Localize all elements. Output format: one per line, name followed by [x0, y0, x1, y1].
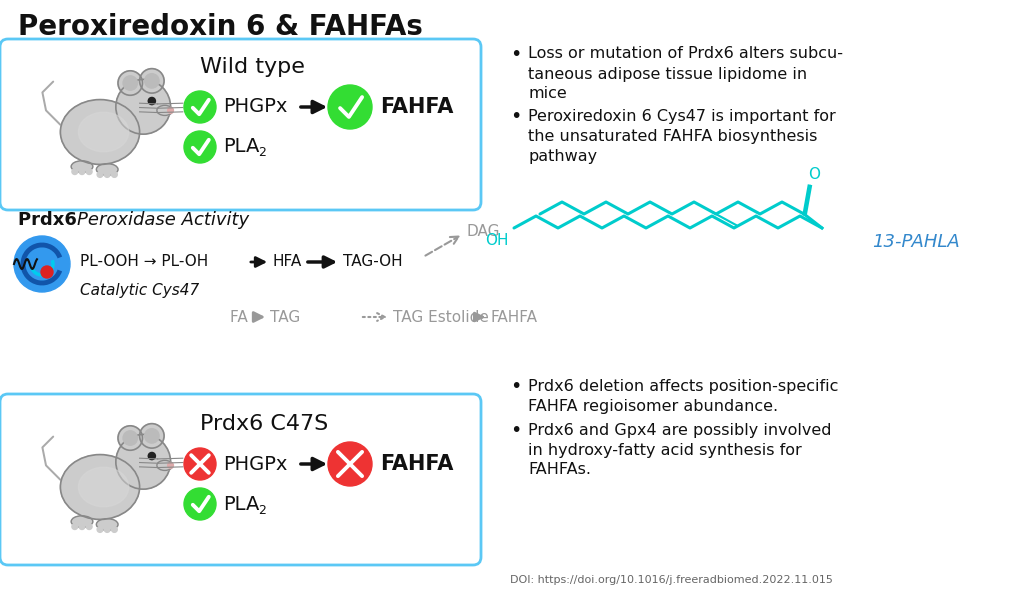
FancyBboxPatch shape [0, 39, 481, 210]
Circle shape [144, 429, 159, 443]
Text: TAG-OH: TAG-OH [343, 255, 402, 270]
Text: taneous adipose tissue lipidome in: taneous adipose tissue lipidome in [528, 66, 807, 81]
Text: HFA: HFA [272, 255, 301, 270]
Circle shape [184, 448, 216, 480]
Circle shape [79, 169, 85, 175]
Circle shape [328, 85, 372, 129]
Circle shape [184, 488, 216, 520]
Circle shape [184, 131, 216, 163]
Text: Wild type: Wild type [200, 57, 305, 77]
Circle shape [97, 172, 102, 178]
Circle shape [112, 527, 118, 532]
Text: Prdx6: Prdx6 [18, 211, 83, 229]
Circle shape [14, 236, 70, 292]
Ellipse shape [60, 99, 139, 164]
Text: 2: 2 [258, 503, 266, 517]
Text: •: • [510, 107, 521, 125]
Ellipse shape [157, 105, 173, 116]
Circle shape [112, 172, 118, 178]
Circle shape [72, 169, 78, 175]
Circle shape [116, 79, 171, 134]
Text: mice: mice [528, 87, 566, 102]
Text: Catalytic Cys47: Catalytic Cys47 [80, 282, 200, 297]
Ellipse shape [157, 461, 173, 470]
Text: in hydroxy-fatty acid synthesis for: in hydroxy-fatty acid synthesis for [528, 442, 802, 458]
Circle shape [148, 98, 156, 105]
Circle shape [168, 108, 173, 113]
Circle shape [144, 73, 159, 88]
Circle shape [41, 266, 53, 278]
Text: DAG: DAG [466, 225, 500, 240]
Ellipse shape [96, 519, 118, 530]
Circle shape [104, 172, 111, 178]
Text: DOI: https://doi.org/10.1016/j.freeradbiomed.2022.11.015: DOI: https://doi.org/10.1016/j.freeradbi… [510, 575, 833, 585]
Text: TAG Estolide: TAG Estolide [393, 309, 494, 324]
Circle shape [86, 169, 92, 175]
Circle shape [86, 524, 92, 530]
Ellipse shape [96, 164, 118, 175]
Text: FAHFA: FAHFA [490, 309, 537, 324]
Text: FA: FA [230, 309, 253, 324]
Text: FAHFA: FAHFA [380, 454, 454, 474]
Circle shape [123, 431, 137, 445]
Text: 2: 2 [258, 146, 266, 160]
Text: Peroxidase Activity: Peroxidase Activity [77, 211, 249, 229]
Text: pathway: pathway [528, 149, 597, 164]
Ellipse shape [72, 516, 93, 527]
Ellipse shape [79, 467, 129, 507]
Ellipse shape [72, 161, 93, 172]
Circle shape [184, 91, 216, 123]
Circle shape [118, 426, 142, 450]
Text: PLA: PLA [223, 137, 259, 157]
Text: FAHFA regioisomer abundance.: FAHFA regioisomer abundance. [528, 400, 778, 415]
Text: Peroxiredoxin 6 & FAHFAs: Peroxiredoxin 6 & FAHFAs [18, 13, 423, 41]
Text: Prdx6 deletion affects position-specific: Prdx6 deletion affects position-specific [528, 379, 839, 394]
Text: FAHFA: FAHFA [380, 97, 454, 117]
Text: FAHFAs.: FAHFAs. [528, 462, 591, 477]
Text: PLA: PLA [223, 494, 259, 514]
Text: PL-OOH → PL-OH: PL-OOH → PL-OH [80, 255, 208, 270]
Circle shape [139, 69, 164, 93]
Text: OH: OH [485, 233, 509, 248]
FancyBboxPatch shape [0, 394, 481, 565]
Circle shape [123, 76, 137, 90]
Text: •: • [510, 45, 521, 63]
Text: TAG: TAG [270, 309, 300, 324]
Circle shape [168, 462, 173, 468]
Ellipse shape [60, 455, 139, 520]
Text: •: • [510, 421, 521, 439]
Text: Prdx6 and Gpx4 are possibly involved: Prdx6 and Gpx4 are possibly involved [528, 423, 831, 438]
Circle shape [116, 435, 171, 489]
Ellipse shape [79, 112, 129, 152]
Text: Loss or mutation of Prdx6 alters subcu-: Loss or mutation of Prdx6 alters subcu- [528, 46, 843, 61]
Text: PHGPx: PHGPx [223, 98, 288, 117]
Circle shape [328, 442, 372, 486]
Circle shape [72, 524, 78, 530]
Circle shape [97, 527, 102, 532]
Text: Peroxiredoxin 6 Cys47 is important for: Peroxiredoxin 6 Cys47 is important for [528, 108, 836, 123]
Circle shape [148, 453, 156, 460]
Text: 13-PAHLA: 13-PAHLA [872, 233, 961, 251]
Circle shape [139, 424, 164, 448]
Circle shape [79, 524, 85, 530]
Text: PHGPx: PHGPx [223, 455, 288, 474]
Circle shape [104, 527, 111, 532]
Circle shape [118, 71, 142, 95]
Text: •: • [510, 377, 521, 397]
Text: Prdx6 C47S: Prdx6 C47S [200, 414, 329, 434]
Text: the unsaturated FAHFA biosynthesis: the unsaturated FAHFA biosynthesis [528, 128, 817, 143]
Text: O: O [808, 167, 820, 182]
